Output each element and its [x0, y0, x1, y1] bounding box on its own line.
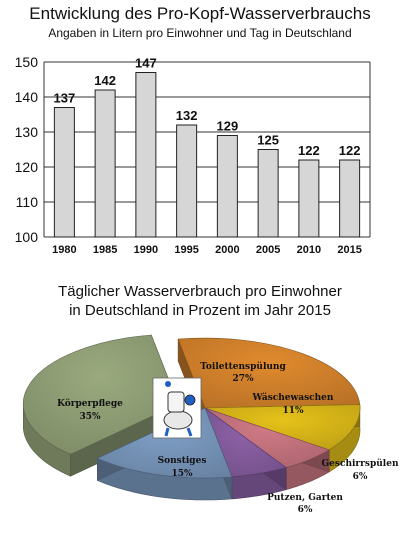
y-tick-label: 100: [15, 229, 39, 245]
pie-slice: [96, 407, 233, 501]
y-tick-label: 150: [15, 54, 39, 70]
pie-slice: [22, 334, 179, 477]
pie-slice: [177, 337, 361, 431]
icon-head: [184, 394, 196, 406]
pie-slice-edge: [151, 334, 179, 426]
x-tick-label: 2005: [256, 244, 280, 256]
pie-slice-top: [22, 334, 179, 455]
bar-chart: 100 110 120 130 140 150 137 1980 142 1985 147 1990 1…: [15, 54, 371, 256]
bar-value-label: 129: [217, 119, 239, 134]
icon-bowl: [163, 410, 193, 430]
pie-slice-top: [204, 407, 287, 478]
x-tick-label: 2000: [215, 244, 239, 256]
pie-chart-title-line1: Täglicher Wasserverbrauch pro Einwohner: [58, 283, 342, 300]
pie-slice-edge: [204, 407, 287, 491]
y-tick-label: 110: [16, 194, 39, 210]
bar: [135, 72, 157, 238]
x-tick-label: 2015: [337, 244, 361, 256]
bar-value-label: 125: [257, 133, 279, 148]
pie-slice: [204, 404, 361, 473]
bar: [339, 159, 361, 238]
pie-slice: [204, 407, 287, 500]
pie-slice-label: Putzen, Garten: [267, 493, 343, 503]
bar-value-label: 142: [94, 73, 116, 88]
pie-slice-top: [204, 404, 361, 451]
pie-chart-title-line2: in Deutschland in Prozent im Jahr 2015: [69, 302, 331, 319]
pie-slice-edge: [204, 407, 330, 473]
pie-slice-value-label: 6%: [353, 472, 368, 482]
y-tick-label: 120: [15, 159, 39, 175]
bar-value-label: 122: [339, 143, 361, 158]
x-tick-label: 1990: [134, 244, 158, 256]
pie-slice-edge: [204, 407, 287, 491]
icon-tank: [167, 391, 185, 413]
pie-slice-edge: [177, 338, 206, 431]
bar-value-label: 147: [135, 56, 157, 71]
bar: [53, 107, 75, 238]
bar: [257, 149, 279, 238]
icon-frame: [152, 377, 202, 439]
y-tick-label: 140: [15, 89, 39, 105]
bar-value-label: 122: [298, 143, 320, 158]
icon-drop: [165, 381, 171, 387]
pie-slice-label: Sonstiges: [158, 456, 207, 466]
icon-legs: [164, 427, 193, 437]
pie-slice-edge: [97, 407, 206, 481]
pie-slice-value-label: 11%: [282, 406, 304, 416]
pie-slice-value-label: 35%: [79, 412, 101, 422]
pie-slice-label: Körperpflege: [57, 398, 123, 409]
pie-slice-label: Toilettenspülung: [200, 361, 286, 372]
pie-slice-side: [285, 449, 330, 490]
pie-slice-side: [23, 402, 71, 477]
x-tick-label: 1995: [174, 244, 198, 256]
pie-slice-top: [96, 407, 233, 479]
pie-slice-value-label: 6%: [298, 505, 313, 515]
pie-slice-label: Geschirrspülen: [322, 458, 399, 469]
x-tick-label: 1980: [52, 244, 76, 256]
bar-value-label: 132: [176, 108, 198, 123]
bar: [298, 159, 320, 238]
bar-chart-subtitle: Angaben in Litern pro Einwohner und Tag …: [48, 26, 352, 40]
pie-slice-edge: [204, 404, 361, 431]
pie-slice-side: [328, 404, 361, 473]
bar: [216, 135, 238, 238]
pie-slice-edge: [204, 407, 330, 473]
pie-slice-label: Wäschewaschen: [252, 392, 334, 403]
pie-chart-title: Täglicher Wasserverbrauch pro Einwohner …: [0, 282, 400, 320]
bar: [94, 89, 116, 238]
x-tick-label: 2010: [297, 244, 321, 256]
pie-slice-side: [231, 467, 287, 500]
pie-slice-top: [204, 407, 330, 468]
bar-value-label: 137: [54, 91, 76, 106]
x-tick-label: 1985: [93, 244, 117, 256]
bar-chart-title: Entwicklung des Pro-Kopf-Wasserverbrauch…: [29, 4, 371, 23]
pie-slice-edge: [204, 404, 361, 431]
toilet-figure-icon: [152, 377, 202, 439]
pie-slice-value-label: 15%: [171, 469, 193, 479]
y-tick-label: 130: [15, 124, 39, 140]
pie-slice-edge: [204, 407, 233, 500]
pie-slice-edge: [70, 403, 179, 477]
pie-slice: [204, 407, 330, 491]
pie-slice-side: [97, 457, 233, 501]
pie-slice-value-label: 27%: [232, 374, 254, 384]
pie-slice-top: [177, 337, 361, 409]
pie-slice-edge: [204, 407, 233, 500]
bar: [176, 124, 198, 238]
